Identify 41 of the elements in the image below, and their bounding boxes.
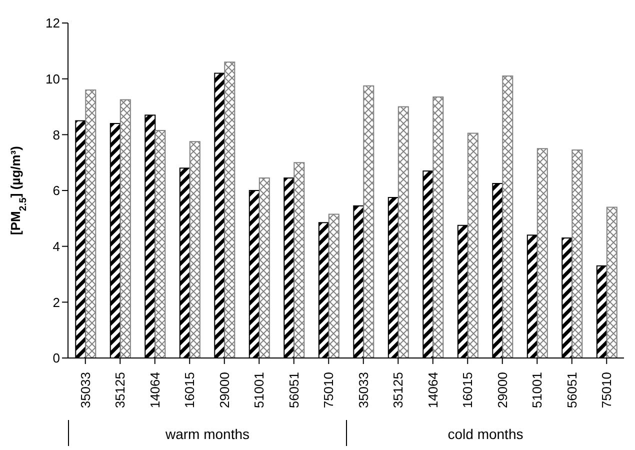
y-tick-label: 6 <box>52 183 60 198</box>
bar <box>467 132 478 358</box>
x-tick-label: 75010 <box>599 372 614 408</box>
x-tick-label: 14064 <box>147 372 162 408</box>
y-tick-label: 4 <box>52 238 60 254</box>
x-tick-label: 35125 <box>112 372 128 408</box>
x-tick-label: 16015 <box>460 372 476 408</box>
bar <box>536 148 548 358</box>
bar <box>85 90 96 358</box>
x-tick-label: 29000 <box>216 372 232 408</box>
x-tick-label: 51001 <box>252 372 267 408</box>
bar <box>189 141 200 358</box>
x-tick-label: 14064 <box>425 372 440 408</box>
bar <box>154 130 166 358</box>
x-tick-label: 56051 <box>564 372 580 408</box>
bar <box>224 62 236 358</box>
x-tick-label: 29000 <box>494 372 510 408</box>
x-tick-label: 51001 <box>530 372 545 408</box>
bar <box>328 214 340 358</box>
x-tick-label: 35125 <box>390 372 406 408</box>
bar <box>120 99 131 358</box>
x-tick-label: 16015 <box>182 372 198 408</box>
x-tick-label: 56051 <box>286 372 302 408</box>
bar <box>606 206 618 358</box>
bar <box>398 106 409 358</box>
y-tick-label: 2 <box>52 294 60 310</box>
text: cold months <box>346 420 624 446</box>
x-tick-label: 35033 <box>78 372 93 408</box>
text: warm months <box>68 420 346 446</box>
bar <box>363 85 374 358</box>
y-tick-label: 10 <box>46 71 60 86</box>
y-tick-label: 8 <box>52 127 60 142</box>
bar <box>258 177 270 358</box>
y-tick-label: 12 <box>46 16 60 31</box>
x-tick-label: 35033 <box>356 372 371 408</box>
bar <box>432 96 444 358</box>
y-tick-label: 0 <box>52 350 60 366</box>
bar <box>502 76 514 358</box>
x-tick-label: 75010 <box>321 372 336 408</box>
bar <box>572 150 583 358</box>
bar <box>294 162 305 358</box>
